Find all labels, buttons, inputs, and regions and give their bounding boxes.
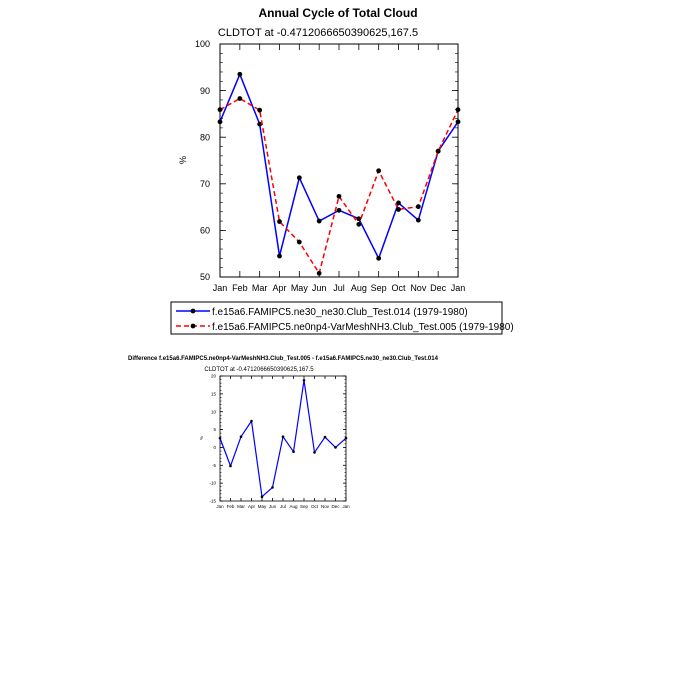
y-tick-label: 20	[211, 374, 217, 379]
x-tick-label: Oct	[391, 283, 406, 293]
series-2-point	[396, 207, 401, 212]
x-tick-label: Jan	[342, 504, 350, 509]
series-2-point	[257, 107, 263, 113]
series-2-point	[296, 239, 302, 245]
series-1-point	[415, 217, 421, 223]
series-1-point	[336, 207, 342, 213]
series-1-point	[356, 216, 362, 222]
y-tick-label: 100	[195, 39, 210, 49]
series-2-line	[219, 97, 459, 275]
series-2-point	[415, 204, 421, 210]
x-tick-label: Oct	[311, 504, 319, 509]
x-tick-label: Jan	[213, 283, 228, 293]
series-1-point	[260, 495, 264, 499]
y-tick-label: 0	[213, 445, 216, 450]
series-1-point	[455, 119, 461, 125]
series-1-point	[239, 435, 243, 439]
difference-chart-subtitle: CLDTOT at -0.4712066650390625,167.5	[204, 367, 314, 373]
x-tick-label: Feb	[227, 504, 235, 509]
series-2-point	[217, 107, 223, 113]
series-1-point	[323, 435, 327, 439]
y-tick-label: 70	[200, 179, 210, 189]
x-tick-label: Sep	[371, 283, 387, 293]
x-tick-label: Jan	[451, 283, 466, 293]
x-tick-label: Feb	[232, 283, 248, 293]
y-tick-label: 5	[213, 427, 216, 432]
series-1-point	[376, 255, 382, 261]
y-tick-label: 90	[200, 86, 210, 96]
series-1-point	[217, 119, 223, 125]
x-tick-label: Jul	[280, 504, 286, 509]
series-1-point	[218, 436, 222, 440]
series-1-point	[237, 71, 243, 77]
chart-subtitle: CLDTOT at -0.4712066650390625,167.5	[218, 27, 418, 39]
legend-box	[170, 301, 503, 335]
x-tick-label: Jun	[269, 504, 277, 509]
series-1-line	[219, 379, 347, 498]
series-2-point	[336, 193, 342, 199]
series-1-point	[313, 451, 316, 454]
series-1-point	[292, 450, 295, 454]
x-tick-label: Sep	[300, 504, 309, 509]
series-1-point	[334, 446, 337, 449]
series-1-point	[257, 121, 263, 127]
x-tick-label: Jun	[312, 283, 327, 293]
x-tick-label: Nov	[321, 504, 330, 509]
y-tick-label: 15	[211, 391, 217, 396]
x-tick-label: Mar	[252, 283, 268, 293]
legend-label-series-2: f.e15a6.FAMIPC5.ne0np4-VarMeshNH3.Club_T…	[212, 322, 514, 333]
x-tick-label: Jan	[216, 504, 224, 509]
difference-chart-title: Difference f.e15a6.FAMIPC5.ne0np4-VarMes…	[128, 356, 439, 362]
main-plot-area: 50 60 70 80 90 100 Jan Feb Mar Apr May Jun Jul Aug Sep…	[195, 39, 465, 293]
x-tick-label: May	[291, 283, 309, 293]
y-tick-label: -10	[209, 481, 216, 486]
series-1-point	[281, 435, 285, 439]
y-tick-label: 80	[200, 132, 210, 142]
x-tick-label: Nov	[410, 283, 427, 293]
series-1-point	[296, 175, 302, 181]
series-1-point	[250, 419, 253, 423]
difference-y-axis-label: %	[199, 436, 204, 440]
legend-marker-series-1	[190, 308, 196, 314]
y-tick-label: -5	[212, 463, 216, 468]
x-tick-label: Aug	[289, 504, 298, 509]
series-2-point	[376, 168, 382, 174]
series-2-point	[356, 221, 362, 227]
legend-marker-series-2	[190, 323, 196, 329]
y-tick-label: -15	[209, 499, 216, 504]
series-1-point	[396, 200, 401, 206]
series-2-point	[455, 107, 461, 113]
x-tick-label: Jul	[333, 283, 345, 293]
x-tick-label: Aug	[351, 283, 367, 293]
x-tick-label: Dec	[430, 283, 447, 293]
series-1-line	[219, 73, 459, 260]
chart-title: Annual Cycle of Total Cloud	[258, 6, 417, 20]
x-tick-label: Apr	[248, 504, 256, 509]
x-tick-label: May	[258, 504, 267, 509]
legend: f.e15a6.FAMIPC5.ne30_ne30.Club_Test.014 …	[170, 301, 514, 335]
x-tick-label: Apr	[272, 283, 286, 293]
series-2-point	[435, 148, 441, 154]
series-1-point	[344, 436, 348, 440]
series-2-point	[237, 96, 243, 101]
plot-frame	[219, 43, 459, 278]
y-axis-label: %	[178, 156, 188, 164]
series-1-point	[229, 464, 232, 468]
x-tick-label: Mar	[237, 504, 245, 509]
series-1-point	[302, 378, 306, 382]
x-tick-label: Dec	[331, 504, 340, 509]
series-2-point	[277, 219, 282, 224]
y-tick-label: 10	[211, 409, 217, 414]
series-1-point	[271, 486, 274, 489]
y-tick-label: 60	[200, 226, 210, 236]
legend-label-series-1: f.e15a6.FAMIPC5.ne30_ne30.Club_Test.014 …	[212, 307, 468, 318]
series-2-point	[316, 270, 322, 276]
y-tick-label: 50	[200, 272, 210, 282]
series-1-point	[316, 218, 322, 224]
series-1-point	[277, 253, 282, 259]
